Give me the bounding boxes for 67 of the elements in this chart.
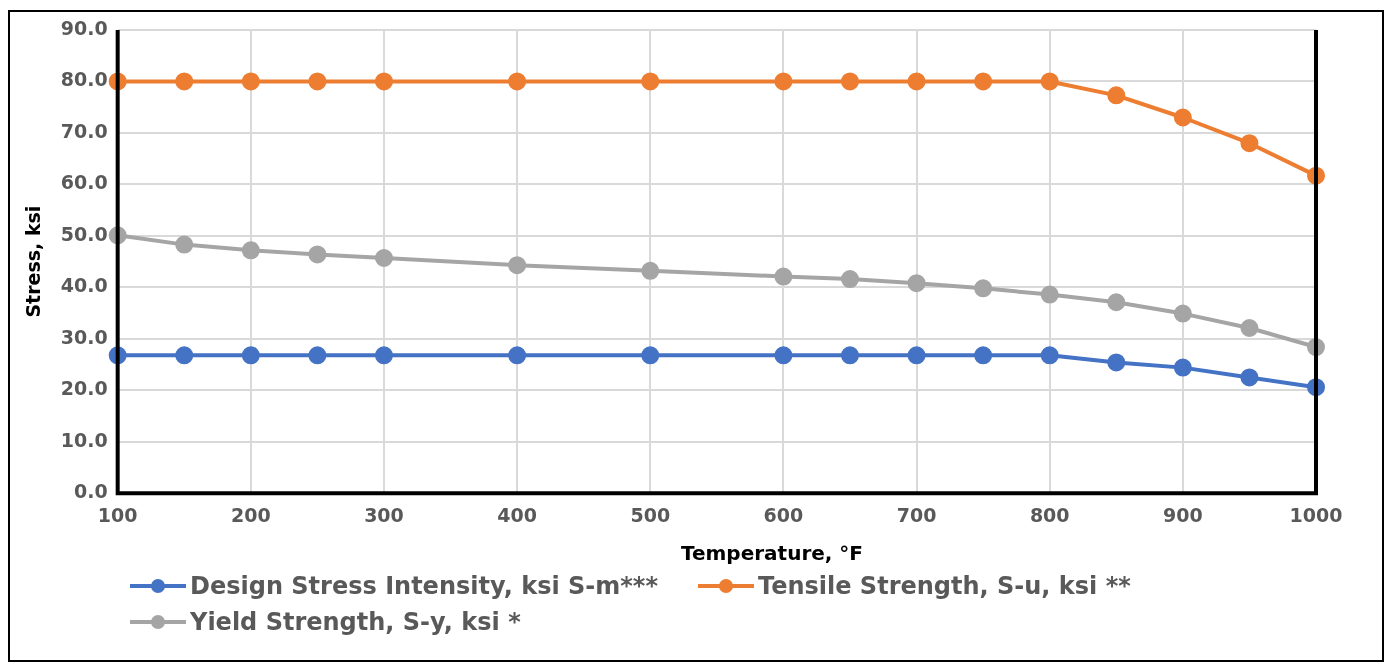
point bbox=[774, 346, 793, 365]
x-tick-label: 500 bbox=[630, 503, 671, 526]
x-tick-label: 900 bbox=[1163, 503, 1203, 526]
x-axis-title: Temperature, °F bbox=[679, 541, 865, 565]
x-tick-label: 700 bbox=[896, 503, 937, 526]
point bbox=[308, 72, 327, 91]
point bbox=[641, 346, 660, 365]
y-tick-label: 20.0 bbox=[60, 377, 108, 400]
point bbox=[1107, 86, 1126, 105]
point bbox=[974, 346, 993, 365]
y-axis-title: Stress, ksi bbox=[22, 205, 45, 318]
point bbox=[1040, 72, 1059, 91]
y-tick-label: 60.0 bbox=[60, 171, 108, 194]
point bbox=[241, 346, 260, 365]
x-tick-label: 600 bbox=[763, 503, 804, 526]
point bbox=[907, 274, 926, 293]
point bbox=[1107, 353, 1126, 372]
point bbox=[641, 72, 660, 91]
x-tick-label: 800 bbox=[1029, 503, 1070, 526]
x-tick-label: 400 bbox=[497, 503, 537, 526]
point bbox=[175, 346, 194, 365]
point bbox=[508, 346, 527, 365]
point bbox=[374, 72, 393, 91]
point bbox=[175, 235, 194, 254]
point bbox=[374, 249, 393, 267]
point bbox=[907, 72, 926, 91]
point bbox=[1173, 108, 1192, 127]
x-tick-label: 100 bbox=[97, 503, 138, 526]
point bbox=[308, 346, 327, 365]
point bbox=[1240, 368, 1259, 387]
x-tick-label: 200 bbox=[230, 503, 271, 526]
legend-label: Tensile Strength, S-u, ksi ** bbox=[757, 572, 1131, 600]
point bbox=[840, 270, 859, 289]
y-tick-label: 90.0 bbox=[60, 16, 108, 39]
y-tick-label: 10.0 bbox=[60, 428, 108, 451]
point bbox=[308, 245, 327, 264]
point bbox=[241, 241, 260, 260]
point bbox=[374, 346, 393, 365]
y-tick-label: 30.0 bbox=[60, 325, 108, 348]
x-tick-label: 300 bbox=[364, 503, 404, 526]
point bbox=[974, 279, 993, 298]
point bbox=[840, 346, 859, 365]
y-tick-label: 0.0 bbox=[74, 480, 108, 503]
point bbox=[1040, 285, 1059, 304]
point bbox=[1240, 318, 1259, 337]
point bbox=[641, 261, 660, 280]
point bbox=[974, 72, 993, 91]
point bbox=[508, 72, 527, 91]
point bbox=[1173, 304, 1192, 323]
point bbox=[774, 72, 793, 91]
y-tick-label: 80.0 bbox=[60, 68, 108, 91]
point bbox=[241, 72, 260, 91]
y-tick-label: 50.0 bbox=[60, 222, 108, 245]
legend-label: Design Stress Intensity, ksi S-m*** bbox=[190, 572, 658, 600]
y-tick-label: 70.0 bbox=[60, 119, 108, 142]
point bbox=[907, 346, 926, 365]
legend-label: Yield Strength, S-y, ksi * bbox=[190, 608, 521, 636]
point bbox=[508, 256, 527, 275]
x-tick-label: 1000 bbox=[1289, 503, 1343, 526]
y-tick-label: 40.0 bbox=[60, 274, 108, 297]
point bbox=[1107, 293, 1126, 312]
point bbox=[774, 267, 793, 286]
point bbox=[1040, 346, 1059, 365]
point bbox=[840, 72, 859, 91]
point bbox=[1240, 134, 1259, 153]
point bbox=[175, 72, 194, 91]
point bbox=[1173, 358, 1192, 377]
